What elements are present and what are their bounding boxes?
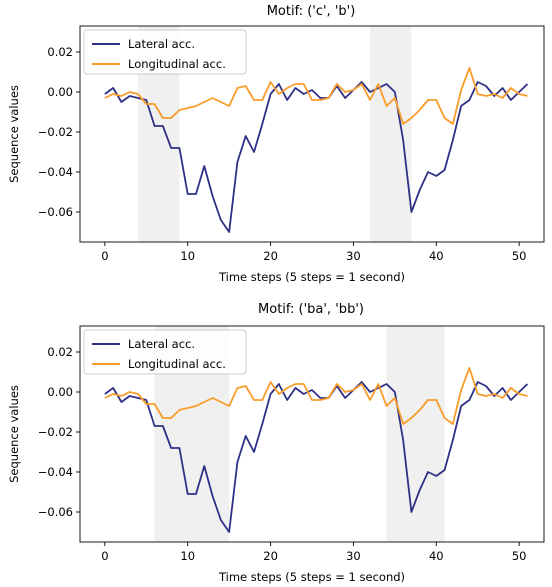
chart-2-xticks: 0 10 20 30 40 50: [101, 542, 526, 563]
legend-longitudinal-label: Longitudinal acc.: [128, 357, 226, 371]
highlight-span: [370, 26, 412, 242]
y-tick-label: 0.02: [47, 345, 73, 359]
y-tick-label: 0.00: [47, 85, 73, 99]
highlight-span: [386, 326, 445, 542]
x-tick-label: 50: [512, 549, 527, 563]
chart-2-yticks: 0.02 0.00 −0.02 −0.04 −0.06: [38, 345, 80, 519]
x-tick-label: 20: [263, 549, 278, 563]
chart-1-title: Motif: ('c', 'b'): [267, 4, 356, 19]
chart-2-title: Motif: ('ba', 'bb'): [258, 302, 364, 317]
chart-1-frame: [79, 25, 545, 243]
y-tick-label: −0.04: [38, 465, 73, 479]
series-line-lateral: [104, 381, 529, 533]
x-tick-label: 50: [512, 249, 527, 263]
chart-2: Motif: ('ba', 'bb') 0 10 20 30 40 50 0.02 0.00…: [7, 302, 545, 584]
chart-1-yticks: 0.02 0.00 −0.02 −0.04 −0.06: [38, 45, 80, 219]
y-tick-label: 0.00: [47, 385, 73, 399]
y-tick-label: −0.06: [38, 505, 73, 519]
legend-lateral-label: Lateral acc.: [128, 37, 195, 51]
chart-1-xlabel: Time steps (5 steps = 1 second): [218, 270, 405, 284]
legend-frame: [83, 329, 247, 375]
chart-1-legend: Lateral acc. Longitudinal acc.: [83, 29, 247, 75]
series-line-longitudinal: [104, 67, 528, 125]
x-tick-label: 0: [101, 549, 108, 563]
chart-1-lines: [104, 67, 529, 233]
chart-2-xlabel: Time steps (5 steps = 1 second): [218, 570, 405, 584]
series-line-longitudinal: [104, 367, 528, 425]
chart-2-legend: Lateral acc. Longitudinal acc.: [83, 329, 247, 375]
x-tick-label: 30: [346, 549, 361, 563]
chart-2-frame: [79, 325, 545, 543]
legend-lateral-label: Lateral acc.: [128, 337, 195, 351]
chart-2-lines: [104, 367, 529, 533]
y-tick-label: −0.04: [38, 165, 73, 179]
x-tick-label: 30: [346, 249, 361, 263]
series-line-lateral: [104, 81, 529, 233]
legend-frame: [83, 29, 247, 75]
chart-1-xticks: 0 10 20 30 40 50: [101, 242, 526, 263]
x-tick-label: 40: [429, 249, 444, 263]
y-tick-label: −0.02: [38, 425, 73, 439]
legend-longitudinal-label: Longitudinal acc.: [128, 57, 226, 71]
x-tick-label: 40: [429, 549, 444, 563]
x-tick-label: 10: [180, 249, 195, 263]
x-tick-label: 10: [180, 549, 195, 563]
y-tick-label: 0.02: [47, 45, 73, 59]
x-tick-label: 0: [101, 249, 108, 263]
chart-1: Motif: ('c', 'b') 0 10 20 30 40 50 0.02 0.00 −0…: [7, 4, 545, 284]
y-tick-label: −0.02: [38, 125, 73, 139]
x-tick-label: 20: [263, 249, 278, 263]
chart-2-ylabel: Sequence values: [7, 385, 21, 483]
chart-1-ylabel: Sequence values: [7, 85, 21, 183]
y-tick-label: −0.06: [38, 205, 73, 219]
